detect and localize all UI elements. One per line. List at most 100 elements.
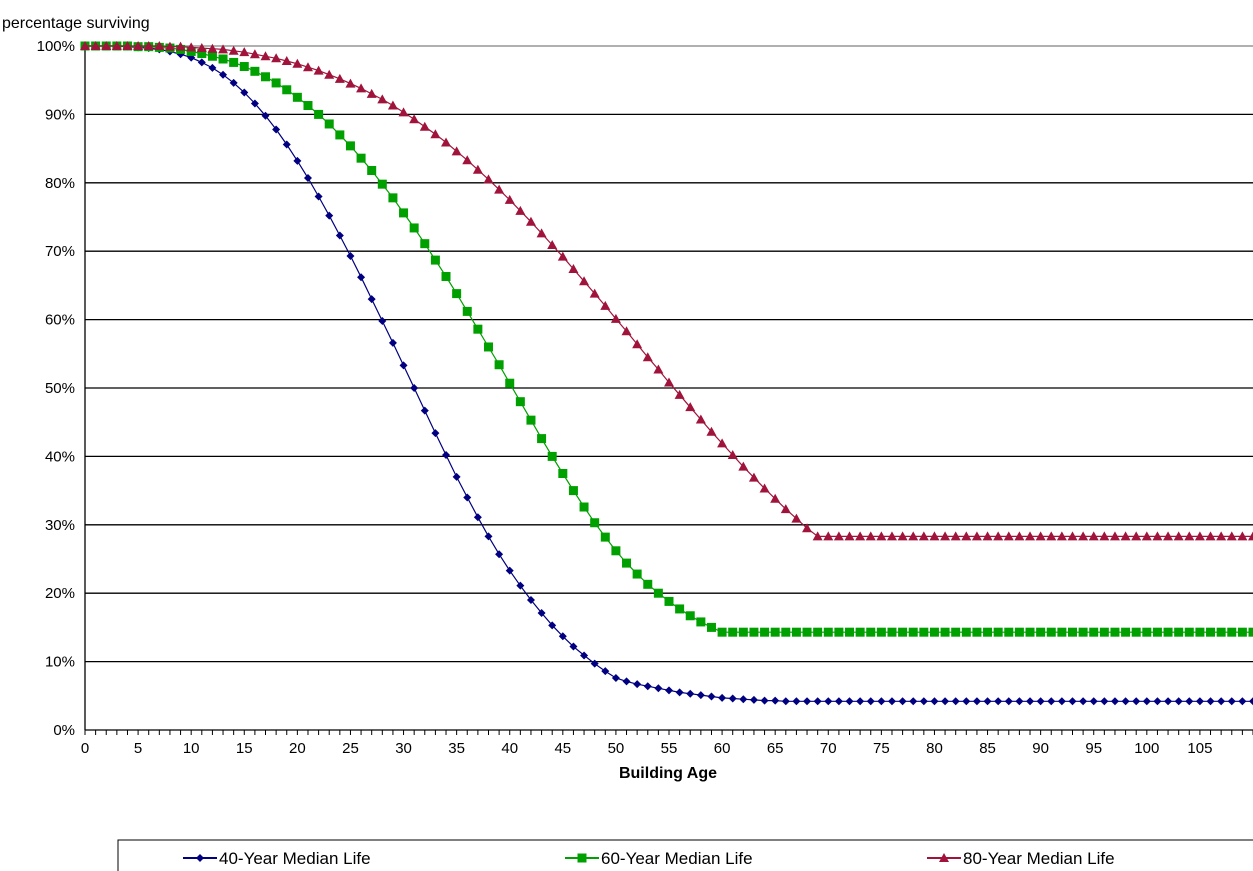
data-point — [494, 360, 504, 370]
data-point — [1195, 697, 1204, 706]
data-point — [1174, 627, 1184, 637]
data-point — [770, 627, 780, 637]
data-point — [1067, 531, 1078, 541]
data-point — [239, 47, 250, 57]
data-point — [621, 326, 632, 336]
data-point — [1142, 627, 1152, 637]
data-point — [282, 140, 291, 149]
y-tick-label: 50% — [45, 380, 75, 397]
y-tick-label: 30% — [45, 517, 75, 534]
data-point — [1025, 531, 1036, 541]
data-point — [516, 581, 525, 590]
data-point — [1025, 627, 1035, 637]
data-point — [600, 532, 610, 542]
data-point — [410, 384, 419, 392]
data-point — [495, 550, 504, 559]
y-tick-label: 70% — [45, 243, 75, 260]
data-point — [856, 697, 865, 706]
data-point — [250, 66, 260, 76]
data-point — [346, 251, 355, 260]
data-point — [738, 627, 748, 637]
data-point — [1249, 697, 1253, 706]
data-point — [314, 109, 324, 119]
data-point — [357, 273, 366, 282]
data-point — [537, 609, 546, 618]
legend-item-80-year-median-life: 80-Year Median Life — [927, 849, 1115, 868]
data-point — [930, 697, 939, 706]
x-tick-label: 35 — [448, 740, 465, 757]
data-point — [1099, 531, 1110, 541]
legend-item-40-year-median-life: 40-Year Median Life — [183, 849, 371, 868]
x-tick-label: 5 — [134, 740, 142, 757]
data-point — [770, 493, 781, 503]
data-point — [505, 566, 514, 575]
data-point — [366, 88, 377, 98]
data-point — [430, 255, 440, 265]
y-tick-label: 90% — [45, 106, 75, 123]
data-point — [557, 251, 568, 261]
data-point — [1078, 627, 1088, 637]
legend-label: 80-Year Median Life — [963, 849, 1115, 868]
data-point — [866, 627, 876, 637]
data-point — [760, 627, 770, 637]
data-point — [1014, 627, 1024, 637]
data-point — [908, 627, 918, 637]
data-point — [855, 627, 865, 637]
data-point — [590, 518, 600, 528]
data-point — [303, 101, 313, 111]
data-point — [622, 558, 632, 568]
data-point — [941, 697, 950, 706]
x-tick-label: 75 — [873, 740, 890, 757]
data-point — [197, 58, 206, 67]
data-point — [642, 352, 653, 362]
data-point — [771, 696, 780, 705]
data-point — [749, 695, 758, 704]
data-point — [1152, 627, 1162, 637]
data-point — [940, 627, 950, 637]
data-point — [898, 697, 907, 706]
data-point — [579, 276, 590, 286]
data-point — [951, 627, 961, 637]
data-point — [526, 596, 535, 605]
x-tick-label: 95 — [1085, 740, 1102, 757]
data-point — [823, 627, 833, 637]
data-point — [654, 684, 663, 693]
data-point — [611, 674, 620, 683]
axes: 0% 10% 20% 30% 40% 50% 60% 70% 80% 90% 100% 0 5 10 15 2… — [37, 38, 1253, 757]
data-point — [993, 627, 1003, 637]
data-point — [90, 41, 101, 50]
data-point — [484, 532, 493, 541]
data-point — [483, 342, 493, 352]
data-point — [971, 531, 982, 541]
data-point — [548, 621, 557, 630]
data-point — [388, 338, 397, 347]
x-tick-label: 70 — [820, 740, 837, 757]
data-point — [665, 686, 673, 695]
data-point — [1036, 627, 1046, 637]
data-point — [303, 174, 312, 183]
data-point — [293, 156, 302, 165]
data-point — [696, 691, 705, 700]
data-point — [505, 378, 515, 388]
data-point — [983, 627, 993, 637]
x-tick-label: 30 — [395, 740, 412, 757]
data-point — [536, 228, 547, 238]
data-point — [759, 483, 770, 493]
data-point — [1089, 697, 1098, 706]
data-point — [526, 415, 536, 425]
data-point — [1217, 697, 1226, 706]
data-point — [961, 627, 971, 637]
series-line — [85, 45, 1253, 538]
data-point — [802, 523, 813, 533]
data-point — [1110, 697, 1119, 706]
data-point — [727, 450, 738, 460]
data-point — [356, 83, 367, 93]
data-point — [919, 697, 928, 706]
data-point — [866, 697, 875, 706]
data-point — [813, 627, 823, 637]
data-point — [982, 531, 993, 541]
data-point — [865, 531, 876, 541]
data-point — [823, 531, 834, 541]
